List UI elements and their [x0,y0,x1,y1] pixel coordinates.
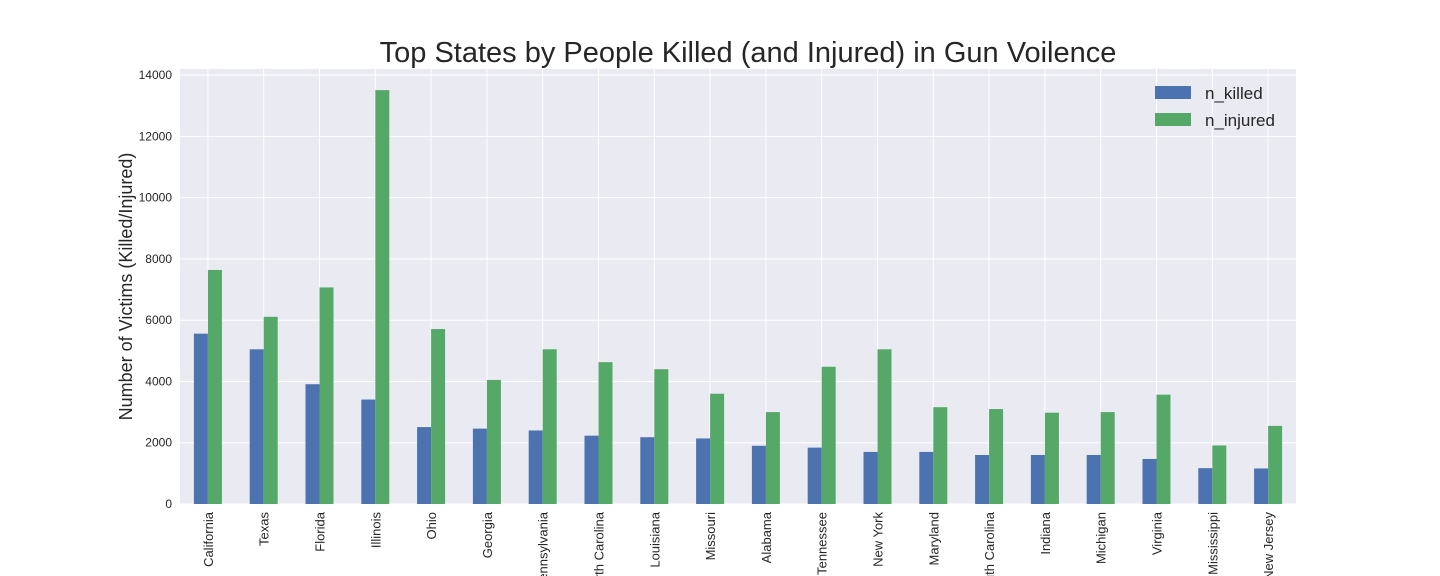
bar-n_injured [710,393,725,504]
bar-n_killed [640,437,655,504]
x-category-label: Illinois [368,512,383,549]
bar-n_killed [696,438,711,504]
bar-n_injured [933,407,948,504]
y-tick-label: 4000 [145,374,172,388]
bar-n_killed [1030,454,1045,504]
bar-n_injured [431,329,446,504]
bar-n_killed [751,445,766,504]
y-tick-label: 12000 [139,129,173,143]
bar-n_killed [361,399,376,504]
x-category-label: Tennessee [815,512,830,575]
bar-n_killed [193,333,208,504]
x-axis-categories: California Texas Florida Illinois Ohio Georgi… [201,511,1276,576]
bar-n_injured [1212,445,1227,504]
bar-n_injured [765,412,780,504]
legend-label-n_killed: n_killed [1205,84,1263,103]
x-category-label: Virginia [1150,511,1165,555]
x-category-label: California [201,511,216,567]
x-category-label: New Jersey [1261,512,1276,576]
y-tick-label: 14000 [139,68,173,82]
x-category-label: Texas [257,512,272,546]
bar-n_killed [919,451,934,504]
plot-area [180,69,1296,504]
x-category-label: South Carolina [982,511,997,576]
x-category-label: Ohio [424,512,439,539]
legend-swatch-n_killed [1155,86,1191,99]
bar-n_killed [417,427,432,504]
bar-n_injured [1156,394,1171,504]
bar-n_injured [989,409,1004,504]
bar-n_injured [486,379,501,504]
bars [193,90,1283,504]
y-tick-label: 2000 [145,436,172,450]
x-category-label: Louisiana [647,511,662,567]
legend-swatch-n_injured [1155,113,1191,126]
bar-n_killed [584,435,599,504]
x-category-label: Mississippi [1205,512,1220,575]
chart-title: Top States by People Killed (and Injured… [380,37,1117,69]
x-category-label: Michigan [1094,512,1109,564]
y-axis-ticks: 0 2000 4000 6000 8000 10000 12000 14000 [139,68,173,511]
bar-n_killed [528,430,543,504]
bar-n_injured [375,90,390,504]
x-category-label: Georgia [480,511,495,558]
y-tick-label: 0 [165,497,172,511]
x-category-label: New York [871,512,886,567]
bar-n_killed [305,384,320,504]
bar-n_injured [207,269,222,504]
legend-label-n_injured: n_injured [1205,111,1275,130]
x-category-label: Florida [313,511,328,552]
bar-n_killed [1086,454,1101,504]
x-category-label: Missouri [703,512,718,561]
bar-n_killed [249,349,264,504]
y-tick-label: 10000 [139,191,173,205]
y-axis-label: Number of Victims (Killed/Injured) [116,153,136,421]
bar-n_injured [542,349,557,504]
x-category-label: North Carolina [592,511,607,576]
bar-n_killed [1142,458,1157,504]
legend: n_killed n_injured [1155,84,1275,130]
bar-n_injured [319,287,334,504]
bar-n_killed [1198,468,1213,504]
bar-n_injured [877,349,892,504]
x-category-label: Alabama [759,511,774,563]
bar-n_injured [263,316,278,504]
x-category-label: Indiana [1038,511,1053,554]
bar-n_killed [975,454,990,504]
bar-n_injured [598,362,613,504]
bar-n_killed [472,428,487,504]
bar-n_injured [1100,412,1115,504]
x-category-label: Pennsylvania [536,511,551,576]
x-category-label: Maryland [926,512,941,565]
bar-n_injured [1268,425,1283,504]
bar-n_killed [863,451,878,504]
y-tick-label: 6000 [145,313,172,327]
bar-n_killed [1254,468,1269,504]
y-tick-label: 8000 [145,252,172,266]
bar-n_injured [1044,412,1059,504]
bar-n_killed [807,447,822,504]
bar-n_injured [654,369,669,504]
bar-n_injured [821,366,836,504]
